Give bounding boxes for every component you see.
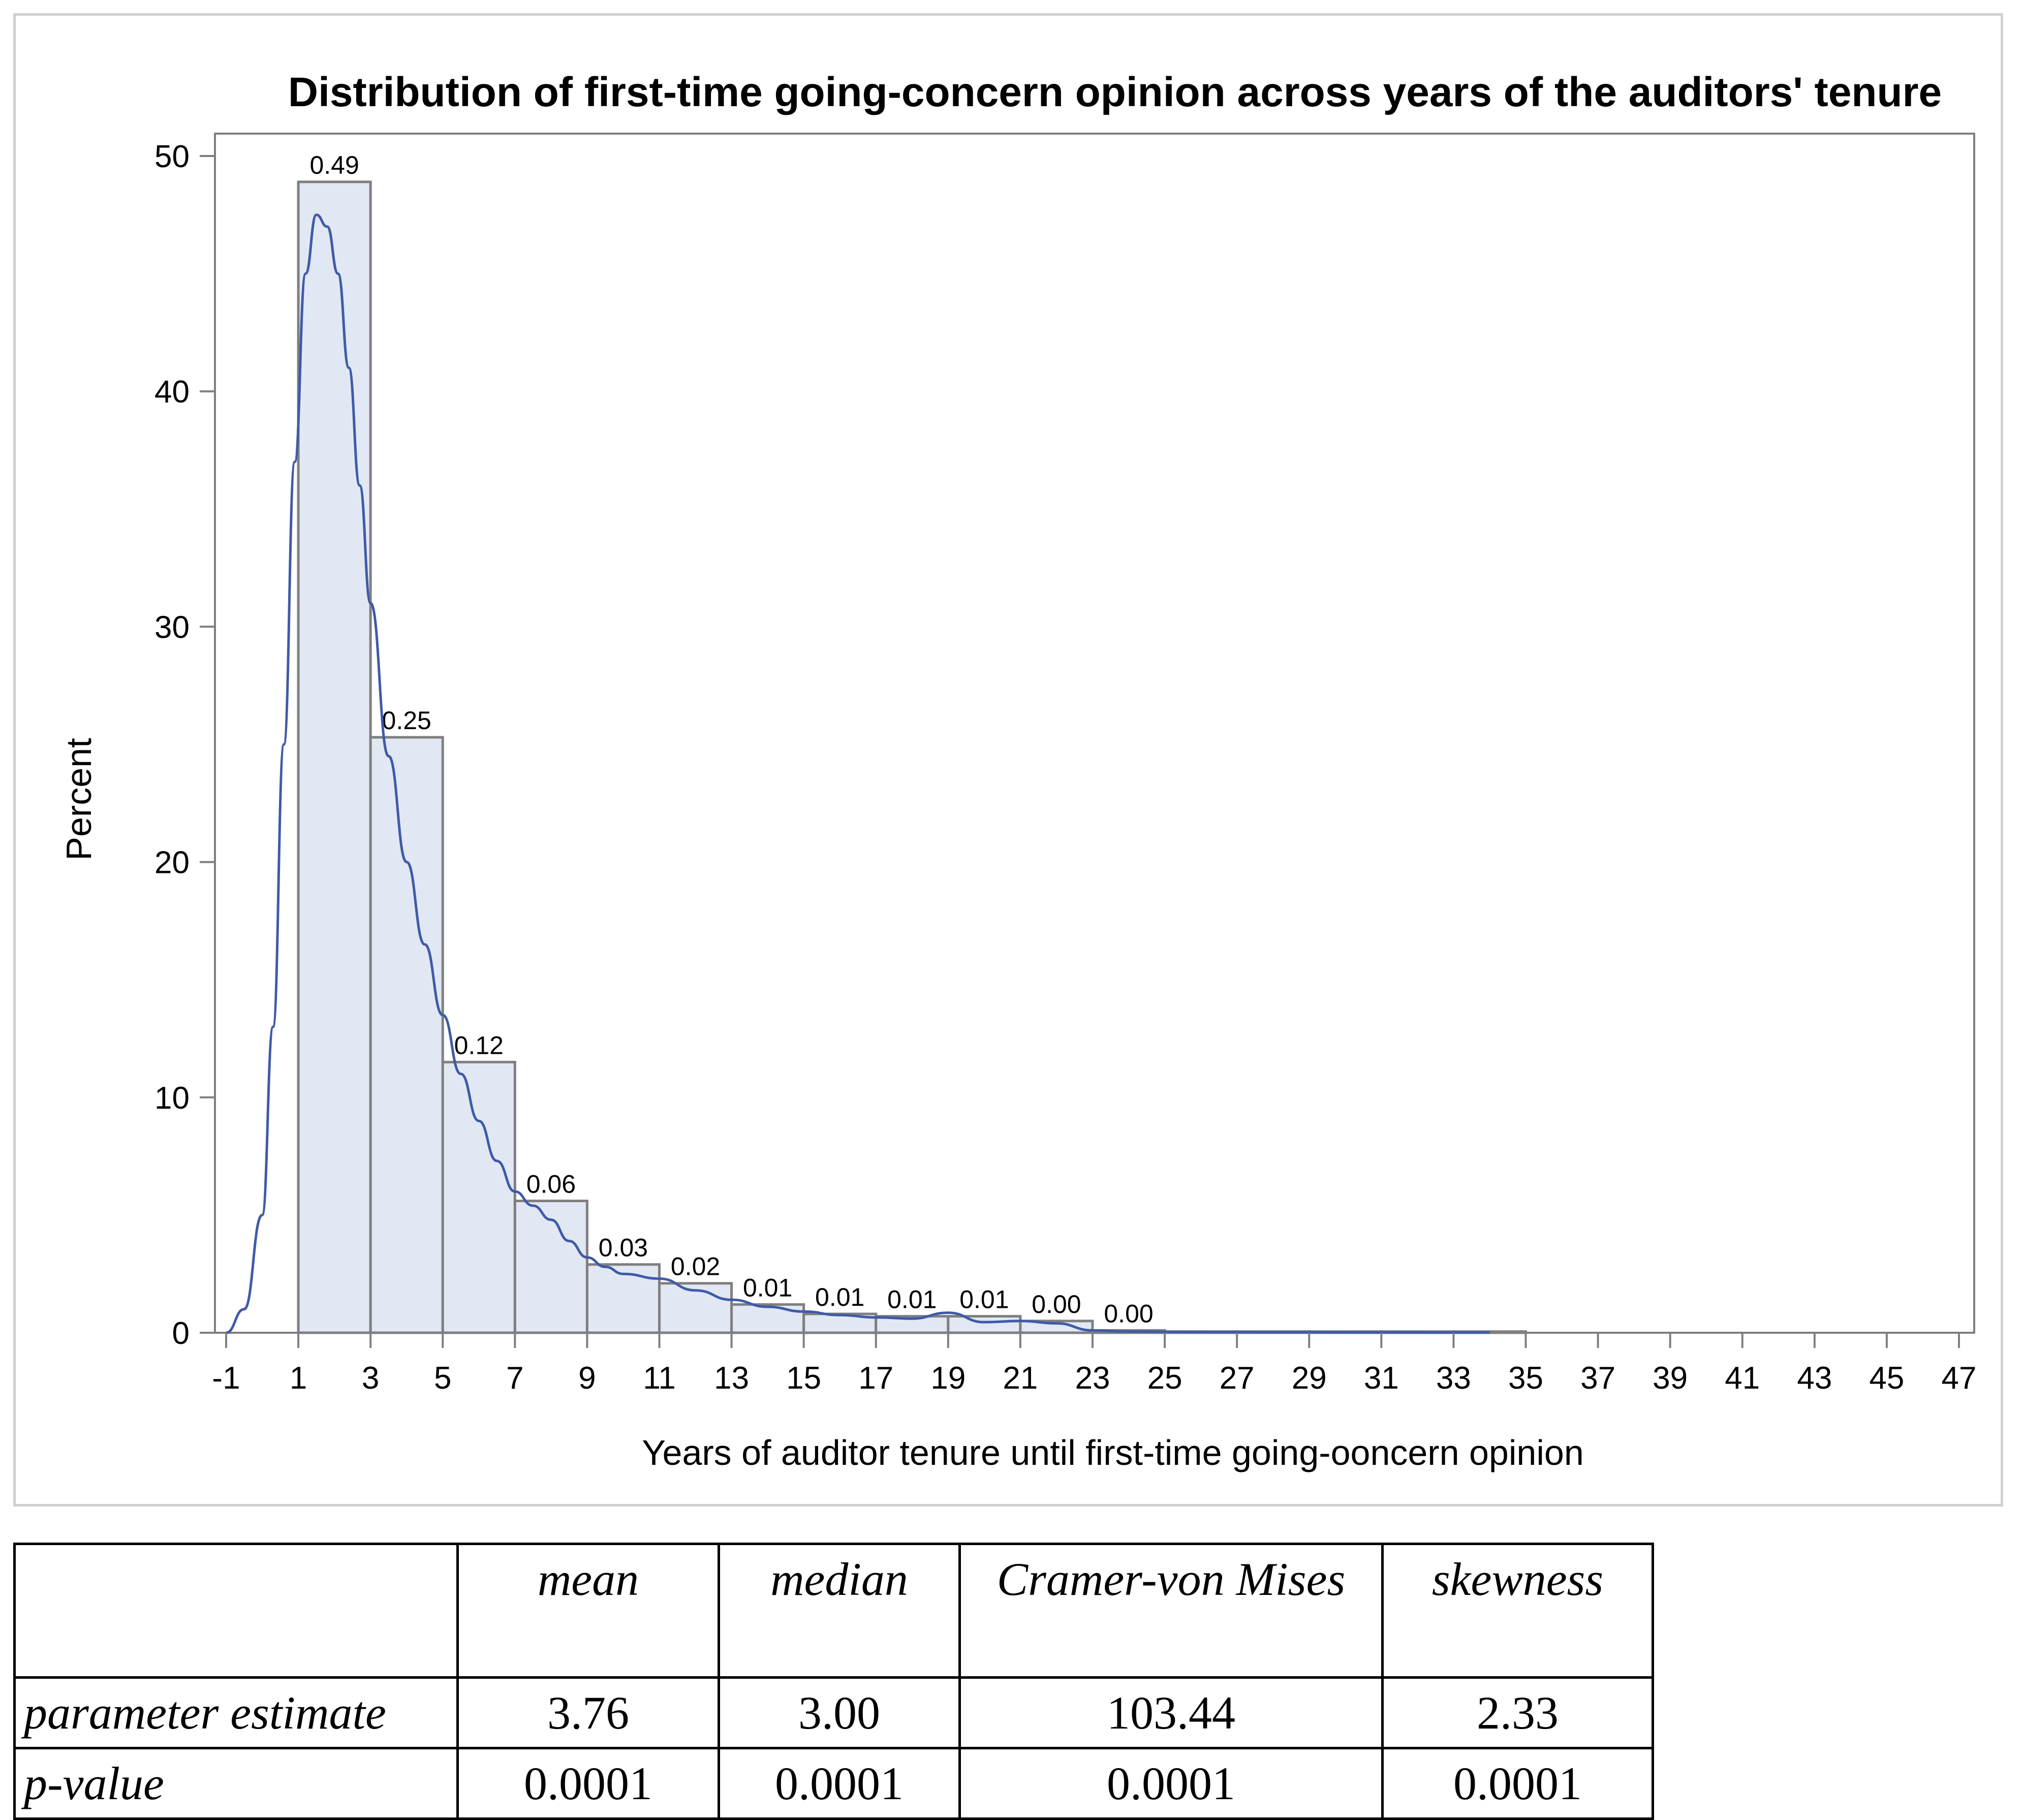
x-axis-label: Years of auditor tenure until first-time… [642, 1433, 1584, 1472]
bar-17-19 [875, 1315, 950, 1334]
bar-13-15 [730, 1303, 805, 1334]
x-tick-label: 19 [930, 1361, 966, 1396]
y-tick-label: 0 [172, 1316, 190, 1351]
table-cell: 0.0001 [958, 1747, 1384, 1820]
chart-frame: Distribution of first-time going-concern… [13, 13, 2003, 1507]
x-tick-label: 43 [1797, 1361, 1832, 1396]
x-tick-label: 37 [1580, 1361, 1615, 1396]
x-tick-label: -1 [212, 1361, 240, 1396]
x-tick-label: 45 [1869, 1361, 1904, 1396]
x-tick-label: 41 [1725, 1361, 1760, 1396]
bar-21-23 [1019, 1320, 1094, 1334]
bar-data-label: 0.06 [526, 1170, 576, 1199]
table-cell: 2.33 [1381, 1676, 1654, 1749]
x-tick-label: 47 [1942, 1361, 1977, 1396]
x-tick-label: 35 [1508, 1361, 1543, 1396]
y-tick-label: 30 [154, 610, 190, 645]
x-tick-label: 25 [1147, 1361, 1182, 1396]
bar-1-3 [297, 180, 372, 1334]
table-cell: 3.76 [456, 1676, 720, 1749]
bar-9-11 [585, 1263, 661, 1334]
y-tick-label: 50 [154, 139, 190, 174]
histogram-chart: Distribution of first-time going-concern… [59, 69, 1977, 1472]
x-tick-label: 39 [1653, 1361, 1688, 1396]
table-header-row: mean median Cramer-von Mises skewness [13, 1543, 1654, 1679]
y-tick-label: 40 [154, 374, 190, 410]
chart-title: Distribution of first-time going-concern… [288, 69, 1942, 115]
x-tick-label: 23 [1075, 1361, 1110, 1396]
bar-data-label: 0.12 [454, 1031, 504, 1059]
table-row-parameter-estimate: parameter estimate 3.76 3.00 103.44 2.33 [13, 1676, 1654, 1749]
header-cell-median: median [718, 1543, 961, 1679]
bar-data-label: 0.49 [309, 151, 359, 179]
header-cell-cramer-von-mises: Cramer-von Mises [958, 1543, 1384, 1679]
table-row-p-value: p-value 0.0001 0.0001 0.0001 0.0001 [13, 1747, 1654, 1820]
x-tick-label: 33 [1436, 1361, 1471, 1396]
x-tick-label: 27 [1220, 1361, 1255, 1396]
bar-data-label: 0.01 [815, 1283, 864, 1311]
x-tick-label: 3 [362, 1361, 379, 1396]
bar-data-label: 0.00 [1032, 1290, 1081, 1319]
bar-data-label: 0.03 [599, 1234, 648, 1262]
bar-data-label: 0.00 [1104, 1299, 1153, 1328]
bar-5-7 [441, 1060, 516, 1334]
x-tick-label: 7 [506, 1361, 523, 1396]
density-curve [226, 213, 1490, 1334]
header-cell-corner [13, 1543, 459, 1679]
bar-data-label: 0.01 [959, 1285, 1009, 1314]
x-tick-label: 5 [434, 1361, 451, 1396]
bar-7-9 [513, 1200, 588, 1334]
bar-data-label: 0.01 [887, 1285, 937, 1314]
x-tick-label: 29 [1292, 1361, 1327, 1396]
x-tick-label: 11 [643, 1361, 675, 1396]
bar-data-label: 0.02 [671, 1252, 720, 1281]
table-cell: 103.44 [958, 1676, 1384, 1749]
table-cell: 0.0001 [718, 1747, 961, 1820]
header-cell-skewness: skewness [1381, 1543, 1654, 1679]
statistics-table: mean median Cramer-von Mises skewness pa… [13, 1543, 1654, 1820]
row-label: parameter estimate [13, 1676, 459, 1749]
x-tick-label: 13 [714, 1361, 749, 1396]
y-axis-label: Percent [59, 738, 99, 860]
table-cell: 3.00 [718, 1676, 961, 1749]
x-tick-label: 17 [858, 1361, 893, 1396]
table-cell: 0.0001 [456, 1747, 720, 1820]
x-tick-label: 21 [1003, 1361, 1038, 1396]
x-tick-label: 15 [786, 1361, 821, 1396]
bar-19-21 [947, 1315, 1022, 1334]
x-tick-label: 9 [578, 1361, 596, 1396]
row-label: p-value [13, 1747, 459, 1820]
bar-data-label: 0.25 [382, 706, 431, 735]
x-tick-label: 31 [1364, 1361, 1399, 1396]
bar-3-5 [369, 736, 444, 1334]
y-tick-label: 20 [154, 845, 190, 881]
table-cell: 0.0001 [1381, 1747, 1654, 1820]
bar-data-label: 0.01 [743, 1273, 792, 1302]
y-tick-label: 10 [154, 1081, 190, 1116]
x-tick-label: 1 [290, 1361, 307, 1396]
header-cell-mean: mean [456, 1543, 720, 1679]
